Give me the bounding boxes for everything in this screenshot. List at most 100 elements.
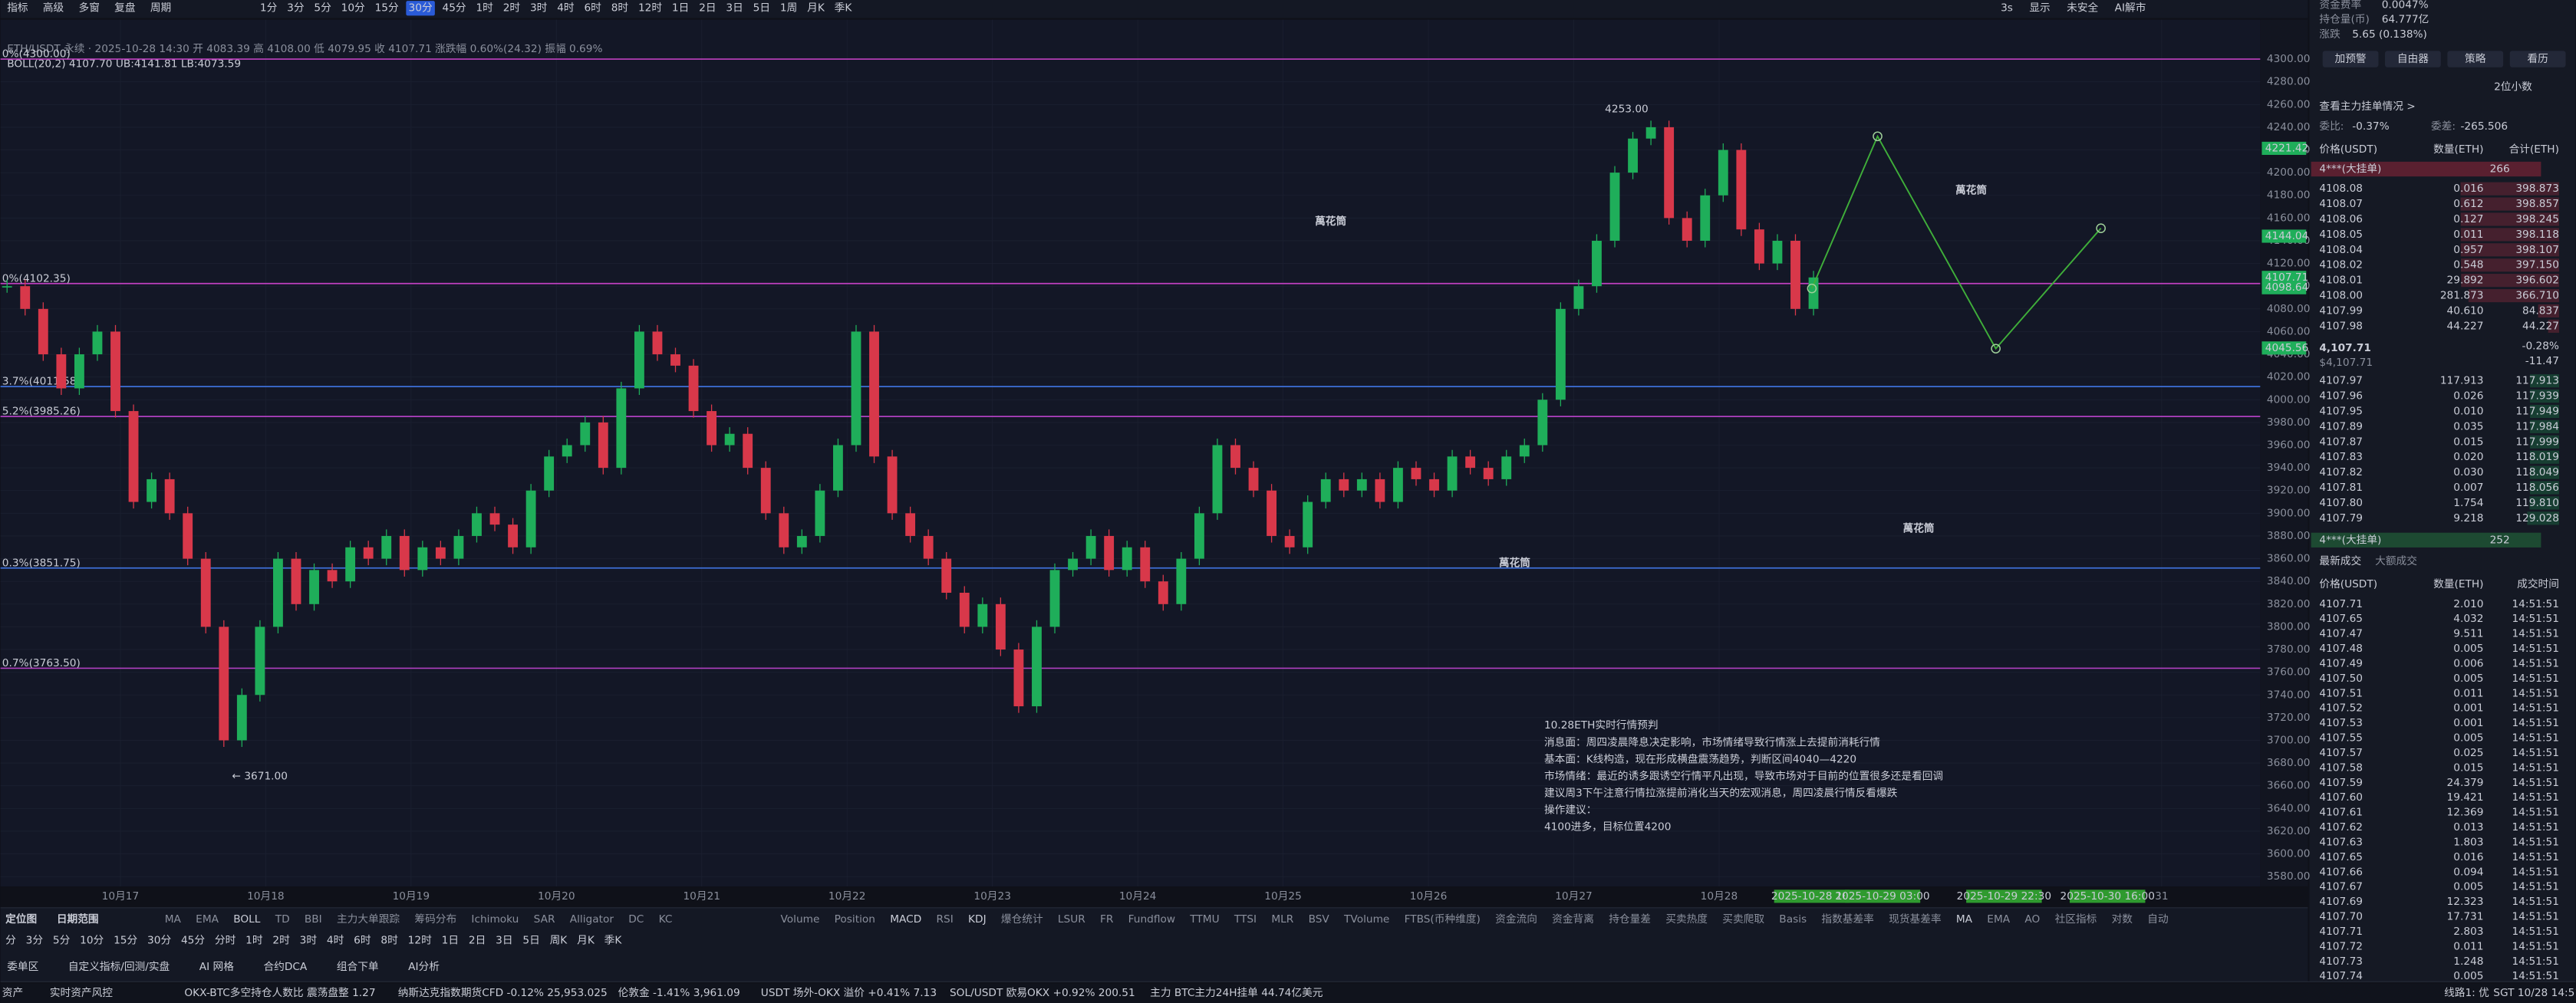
indicator-button[interactable]: 爆仓统计	[1001, 913, 1043, 926]
ticker-item[interactable]: 实时资产风控	[50, 987, 113, 999]
period-button[interactable]: 3分	[287, 2, 305, 15]
tool-button[interactable]: 定位图	[5, 913, 37, 926]
trade-tab[interactable]: 最新成交	[2319, 554, 2361, 567]
indicator-button[interactable]: Volume	[781, 913, 820, 926]
button[interactable]: 自由器	[2397, 53, 2429, 65]
period-button[interactable]: 2时	[503, 2, 521, 15]
button-bg[interactable]	[2385, 51, 2441, 67]
indicator-button[interactable]: TD	[275, 913, 290, 926]
period-button[interactable]: 5分	[314, 2, 331, 15]
indicator-button[interactable]: 主力大单跟踪	[337, 913, 400, 926]
period-button[interactable]: 2日	[469, 935, 486, 947]
period-button[interactable]: 5分	[53, 935, 71, 947]
period-button[interactable]: 月K	[807, 2, 825, 15]
toolbar-button[interactable]: 未安全	[2067, 2, 2098, 15]
indicator-button[interactable]: 现货基差率	[1889, 913, 1941, 926]
button[interactable]: 看历	[2527, 53, 2548, 65]
period-button[interactable]: 10分	[341, 2, 365, 15]
button-bg[interactable]	[2447, 51, 2504, 67]
period-button[interactable]: 1时	[476, 2, 493, 15]
period-button[interactable]: 3时	[530, 2, 548, 15]
button[interactable]: 策略	[2465, 52, 2486, 65]
indicator-button[interactable]: KC	[659, 913, 673, 926]
indicator-button[interactable]: LSUR	[1058, 913, 1085, 926]
period-button[interactable]: 3时	[300, 935, 318, 947]
period-button[interactable]: 3日	[496, 935, 512, 947]
tab[interactable]: AI 网格	[199, 961, 234, 973]
indicator-button[interactable]: Alligator	[570, 913, 614, 926]
period-button[interactable]: 45分	[443, 2, 466, 15]
period-button[interactable]: 1周	[780, 2, 797, 15]
period-button[interactable]: 30分	[409, 2, 433, 15]
period-button[interactable]: 45分	[181, 935, 205, 947]
indicator-button[interactable]: Fundflow	[1128, 913, 1175, 926]
toolbar-button[interactable]: 3s	[2001, 2, 2013, 15]
indicator-button[interactable]: EMA	[196, 913, 219, 926]
indicator-button[interactable]: 买卖爬取	[1722, 913, 1764, 926]
period-button[interactable]: 6时	[354, 935, 371, 947]
tool-button[interactable]: 日期范围	[57, 913, 99, 926]
period-button[interactable]: 30分	[147, 935, 171, 947]
toolbar-button[interactable]: 高级	[43, 2, 64, 15]
indicator-button[interactable]: DC	[628, 913, 644, 926]
indicator-button[interactable]: BSV	[1309, 913, 1330, 926]
trade-tab[interactable]: 大额成交	[2375, 554, 2417, 567]
period-button[interactable]: 5日	[522, 935, 539, 947]
period-button[interactable]: 1分	[260, 2, 278, 15]
period-button[interactable]: 周K	[550, 935, 568, 947]
tab[interactable]: 自定义指标/回测/实盘	[68, 960, 170, 973]
indicator-button[interactable]: 社区指标	[2055, 913, 2097, 926]
tab[interactable]: 委单区	[7, 961, 38, 973]
period-button[interactable]: 4时	[327, 935, 344, 947]
indicator-button[interactable]: TTSI	[1234, 913, 1257, 926]
indicator-button[interactable]: 指数基差率	[1821, 913, 1873, 926]
indicator-button[interactable]: 资金流向	[1495, 913, 1537, 926]
button-bg[interactable]	[2322, 51, 2379, 67]
tab[interactable]: 组合下单	[337, 961, 379, 973]
indicator-button[interactable]: 持仓量差	[1609, 913, 1651, 926]
tab[interactable]: AI分析	[408, 961, 440, 973]
indicator-button[interactable]: MA	[1956, 913, 1973, 926]
period-button[interactable]: 月K	[577, 935, 595, 947]
toolbar-button[interactable]: 显示	[2029, 2, 2050, 15]
indicator-button[interactable]: 买卖热度	[1665, 913, 1708, 926]
indicator-button[interactable]: FR	[1100, 913, 1114, 926]
indicator-button[interactable]: TVolume	[1343, 913, 1389, 926]
period-button[interactable]: 12时	[408, 935, 432, 947]
toolbar-button[interactable]: AI解市	[2115, 2, 2146, 15]
period-button[interactable]: 15分	[114, 935, 137, 947]
period-button[interactable]: 季K	[835, 2, 853, 15]
indicator-button[interactable]: TTMU	[1189, 913, 1219, 926]
indicator-button[interactable]: BOLL	[233, 913, 261, 926]
period-button[interactable]: 分	[5, 935, 16, 947]
button-bg[interactable]	[2509, 51, 2566, 67]
period-button[interactable]: 1日	[442, 935, 459, 947]
decimals-select[interactable]: 2位小数	[2494, 81, 2532, 93]
period-button[interactable]: 4时	[557, 2, 575, 15]
period-button[interactable]: 3日	[726, 2, 743, 15]
period-button[interactable]: 8时	[611, 2, 629, 15]
main-orders-link[interactable]: 查看主力挂单情况 >	[2319, 100, 2415, 113]
indicator-button[interactable]: RSI	[937, 913, 954, 926]
indicator-button[interactable]: MACD	[890, 913, 921, 926]
indicator-button[interactable]: Basis	[1779, 913, 1807, 926]
indicator-button[interactable]: SAR	[534, 913, 555, 926]
period-button[interactable]: 10分	[80, 935, 104, 947]
toolbar-button[interactable]: 多窗	[79, 2, 100, 15]
toolbar-button[interactable]: 指标	[7, 2, 28, 15]
period-button[interactable]: 1时	[245, 935, 263, 947]
indicator-button[interactable]: FTBS(币种维度)	[1405, 913, 1481, 926]
toolbar-button[interactable]: 复盘	[114, 2, 136, 15]
indicator-button[interactable]: 对数	[2112, 913, 2133, 926]
period-button[interactable]: 3分	[26, 935, 44, 947]
period-button[interactable]: 2时	[272, 935, 290, 947]
indicator-button[interactable]: KDJ	[968, 913, 987, 926]
indicator-button[interactable]: Position	[835, 913, 875, 926]
toolbar-button[interactable]: 周期	[150, 2, 171, 15]
indicator-button[interactable]: BBI	[305, 913, 322, 926]
ticker-item[interactable]: 资产	[2, 987, 23, 999]
indicator-button[interactable]: MA	[165, 913, 182, 926]
tab[interactable]: 合约DCA	[263, 961, 307, 973]
period-button[interactable]: 5日	[753, 2, 770, 15]
period-button[interactable]: 分时	[215, 935, 236, 947]
